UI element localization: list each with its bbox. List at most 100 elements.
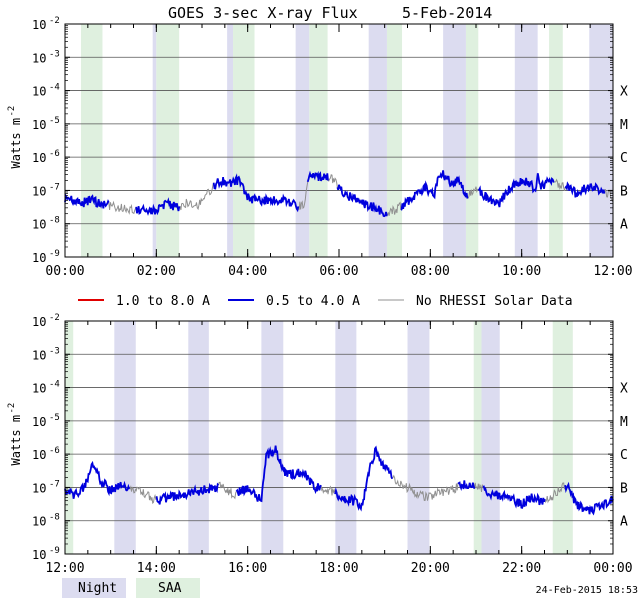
ytick-label: 10: [32, 118, 46, 132]
night-band: [227, 24, 234, 257]
ytick-label: 10: [32, 218, 46, 232]
night-band: [481, 321, 500, 554]
ytick-label: 10: [32, 448, 46, 462]
night-band: [589, 24, 613, 257]
class-label-M: M: [620, 415, 628, 430]
ylabel: Watts m: [9, 118, 23, 169]
xtick-label: 12:00: [593, 264, 632, 279]
ytick-label: 10: [32, 51, 46, 65]
xtick-label: 10:00: [502, 264, 541, 279]
legend-short-label: 0.5 to 4.0 A: [266, 294, 360, 309]
legend: 1.0 to 8.0 A 0.5 to 4.0 A No RHESSI Sola…: [78, 294, 573, 309]
ytick-label-exponent: -7: [49, 479, 60, 489]
class-label-A: A: [620, 515, 628, 530]
ytick-label-exponent: -6: [49, 149, 60, 159]
legend-night-label: Night: [78, 581, 117, 596]
saa-band: [465, 24, 479, 257]
xtick-label: 06:00: [319, 264, 358, 279]
class-label-X: X: [620, 382, 628, 397]
saa-band: [473, 321, 482, 554]
series-short: [64, 170, 606, 218]
ytick-label-exponent: -4: [49, 380, 60, 390]
class-label-A: A: [620, 218, 628, 233]
night-band: [295, 24, 310, 257]
ytick-label-exponent: -5: [49, 413, 60, 423]
series-short-norhessi: [129, 474, 566, 505]
ytick-label-exponent: -6: [49, 446, 60, 456]
xtick-label: 00:00: [593, 561, 632, 576]
panel-bottom: 10-910-810-710-610-510-410-310 -2ABCMX12:…: [7, 313, 633, 576]
saa-band: [233, 24, 255, 257]
saa-band: [552, 321, 573, 554]
xtick-label: 20:00: [411, 561, 450, 576]
panel-top: 10-910-810-710-610-510-410-310 -2ABCMX00:…: [7, 16, 633, 279]
ytick-label: 10: [32, 515, 46, 529]
ytick-label-exponent: -3: [49, 49, 60, 59]
series-short-norhessi: [108, 174, 614, 216]
xtick-label: 08:00: [411, 264, 450, 279]
legend-saa-box: [136, 578, 200, 598]
ytick-label-exponent: -5: [49, 116, 60, 126]
ylabel-exponent: -2: [7, 106, 17, 117]
ytick-label: 10: [32, 315, 46, 329]
chart-title: GOES 3-sec X-ray Flux: [168, 4, 358, 22]
ytick-label-exponent: -4: [49, 83, 60, 93]
xtick-label: 22:00: [502, 561, 541, 576]
series-short: [64, 445, 614, 516]
saa-band: [549, 24, 563, 257]
ytick-label: 10: [32, 85, 46, 99]
night-band: [443, 24, 466, 257]
xtick-label: 18:00: [319, 561, 358, 576]
ytick-label-exponent: -8: [49, 513, 60, 523]
saa-band: [309, 24, 328, 257]
legend-night-box: [62, 578, 126, 598]
ylabel: Watts m: [9, 415, 23, 466]
ytick-label-exponent: -7: [49, 182, 60, 192]
generation-timestamp: 24-Feb-2015 18:53: [536, 585, 638, 596]
ytick-label: 10: [32, 348, 46, 362]
saa-band: [156, 24, 180, 257]
ylabel-exponent: -2: [7, 403, 17, 414]
ytick-label-exponent: -3: [49, 346, 60, 356]
xtick-label: 16:00: [228, 561, 267, 576]
ytick-label: 10: [32, 548, 46, 562]
saa-band: [386, 24, 403, 257]
ytick-label: 10: [32, 18, 46, 32]
class-label-C: C: [620, 151, 628, 166]
class-label-B: B: [620, 184, 628, 199]
class-label-B: B: [620, 481, 628, 496]
xtick-label: 12:00: [45, 561, 84, 576]
ytick-label: 10: [32, 184, 46, 198]
xtick-label: 14:00: [137, 561, 176, 576]
ytick-label-exponent: -2: [49, 313, 60, 323]
ytick-label: 10: [32, 415, 46, 429]
ytick-label: 10: [32, 151, 46, 165]
night-band: [514, 24, 538, 257]
xtick-label: 00:00: [45, 264, 84, 279]
ytick-label-exponent: -9: [49, 546, 60, 556]
night-band: [188, 321, 209, 554]
night-band: [152, 24, 157, 257]
ytick-label-exponent: -9: [49, 249, 60, 259]
ytick-label: 10: [32, 382, 46, 396]
ytick-label-exponent: -2: [49, 16, 60, 26]
night-band: [368, 24, 387, 257]
saa-band: [65, 321, 74, 554]
xtick-label: 02:00: [137, 264, 176, 279]
class-label-X: X: [620, 85, 628, 100]
class-label-M: M: [620, 118, 628, 133]
class-label-C: C: [620, 448, 628, 463]
legend-norhessi-label: No RHESSI Solar Data: [416, 294, 573, 309]
ytick-label: 10: [32, 251, 46, 265]
night-band: [335, 321, 357, 554]
legend-long-label: 1.0 to 8.0 A: [116, 294, 210, 309]
chart-date: 5-Feb-2014: [402, 4, 492, 22]
night-band: [114, 321, 136, 554]
ytick-label: 10: [32, 481, 46, 495]
night-band: [407, 321, 430, 554]
night-band: [261, 321, 284, 554]
ytick-label-exponent: -8: [49, 216, 60, 226]
saa-band: [80, 24, 103, 257]
xtick-label: 04:00: [228, 264, 267, 279]
